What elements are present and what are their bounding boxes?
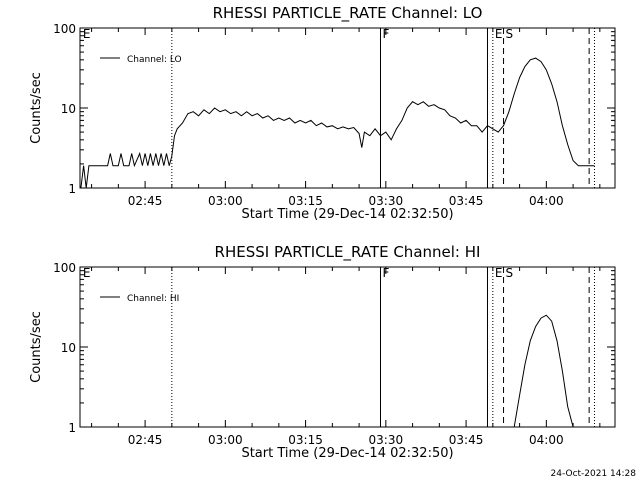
y-axis-title: Counts/sec	[29, 311, 44, 383]
x-tick-label: 03:00	[208, 194, 243, 208]
y-tick-label: 10	[61, 102, 76, 116]
y-tick-label: 10	[61, 341, 76, 355]
plot-frame	[79, 27, 616, 189]
chart-title: RHESSI PARTICLE_RATE Channel: LO	[213, 4, 483, 23]
event-marker-label: E	[83, 27, 91, 41]
x-tick-label: 04:00	[529, 194, 564, 208]
x-tick-label: 03:30	[369, 433, 404, 447]
y-axis-title: Counts/sec	[29, 72, 44, 144]
x-tick-label: 03:15	[288, 194, 323, 208]
chart-panel-1: RHESSI PARTICLE_RATE Channel: LO 02:45 03:…	[29, 4, 616, 222]
legend-entry: Channel: HI	[127, 294, 179, 304]
x-tick-label: 03:45	[449, 433, 484, 447]
series-line	[80, 57, 595, 188]
event-marker-label: S	[506, 266, 514, 280]
x-tick-label: 03:30	[369, 194, 404, 208]
x-tick-label: 03:45	[449, 194, 484, 208]
x-tick-label: 02:45	[128, 194, 163, 208]
y-tick-label: 100	[53, 22, 76, 36]
footer-timestamp: 24-Oct-2021 14:28	[551, 469, 637, 479]
plot-frame	[79, 266, 616, 428]
event-marker-label: F	[382, 27, 389, 41]
x-tick-label: 04:00	[529, 433, 564, 447]
y-tick-label: 1	[68, 421, 76, 435]
x-tick-label: 03:00	[208, 433, 243, 447]
legend-entry: Channel: LO	[127, 55, 182, 65]
event-marker-label: E	[83, 266, 91, 280]
event-marker-label: E	[495, 27, 503, 41]
x-tick-label: 02:45	[128, 433, 163, 447]
x-axis-title: Start Time (29-Dec-14 02:32:50)	[241, 207, 453, 222]
series-line	[513, 314, 574, 427]
x-tick-label: 03:15	[288, 433, 323, 447]
x-axis-title: Start Time (29-Dec-14 02:32:50)	[241, 446, 453, 461]
event-marker-label: S	[506, 27, 514, 41]
chart-title: RHESSI PARTICLE_RATE Channel: HI	[215, 243, 481, 262]
event-marker-label: E	[495, 266, 503, 280]
y-tick-label: 1	[68, 182, 76, 196]
chart-panel-2: RHESSI PARTICLE_RATE Channel: HI 02:45 03:…	[29, 243, 616, 461]
event-marker-label: F	[382, 266, 389, 280]
y-tick-label: 100	[53, 261, 76, 275]
